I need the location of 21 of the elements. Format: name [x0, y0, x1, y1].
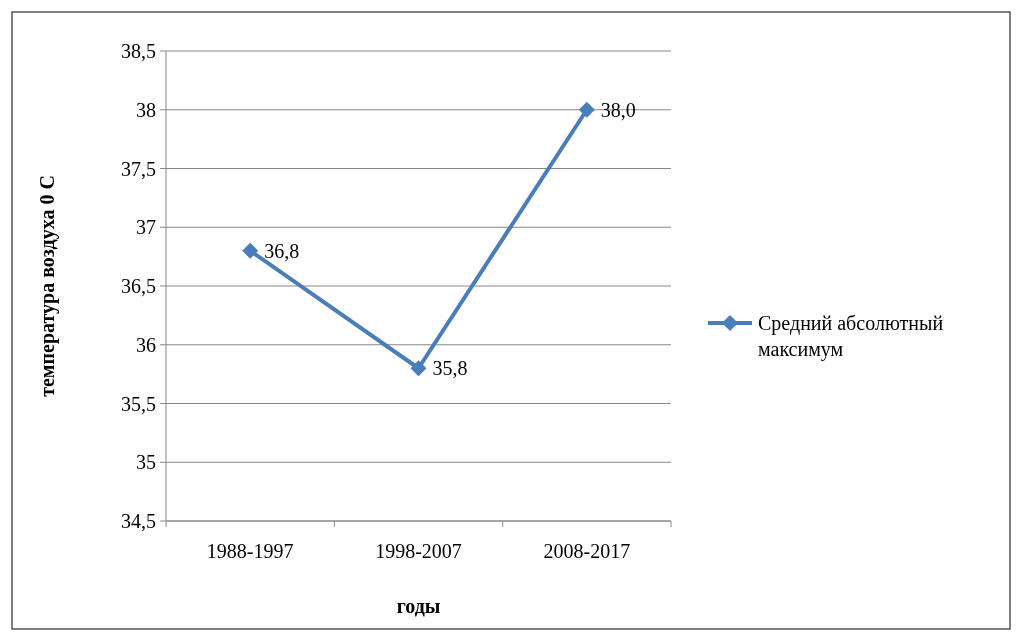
point: [242, 242, 259, 259]
y-tick-label: 37: [136, 216, 156, 239]
data-label: 35,8: [432, 357, 468, 380]
legend-label: Средний абсолютный максимум: [758, 312, 944, 361]
x-tick-label: 1998-2007: [375, 540, 462, 562]
x-axis-title: годы: [396, 595, 441, 617]
point: [578, 101, 595, 118]
y-tick-label: 38,5: [121, 40, 156, 62]
y-tick-label: 35,5: [121, 392, 156, 415]
y-tick-label: 38: [136, 98, 156, 121]
y-tick-label: 36: [136, 333, 156, 356]
x-tick-label: 1988-1997: [206, 540, 294, 562]
data-label: 36,8: [264, 239, 300, 262]
x-tick-label: 2008-2017: [543, 540, 631, 562]
y-tick-label: 37,5: [121, 157, 156, 180]
point: [410, 360, 427, 377]
y-tick-label: 36,5: [121, 275, 156, 297]
y-tick-label: 35: [136, 451, 156, 474]
y-axis-title: температура воздуха 0 С: [36, 175, 59, 397]
data-label: 38,0: [600, 98, 636, 121]
y-tick-label: 34,5: [121, 510, 156, 532]
